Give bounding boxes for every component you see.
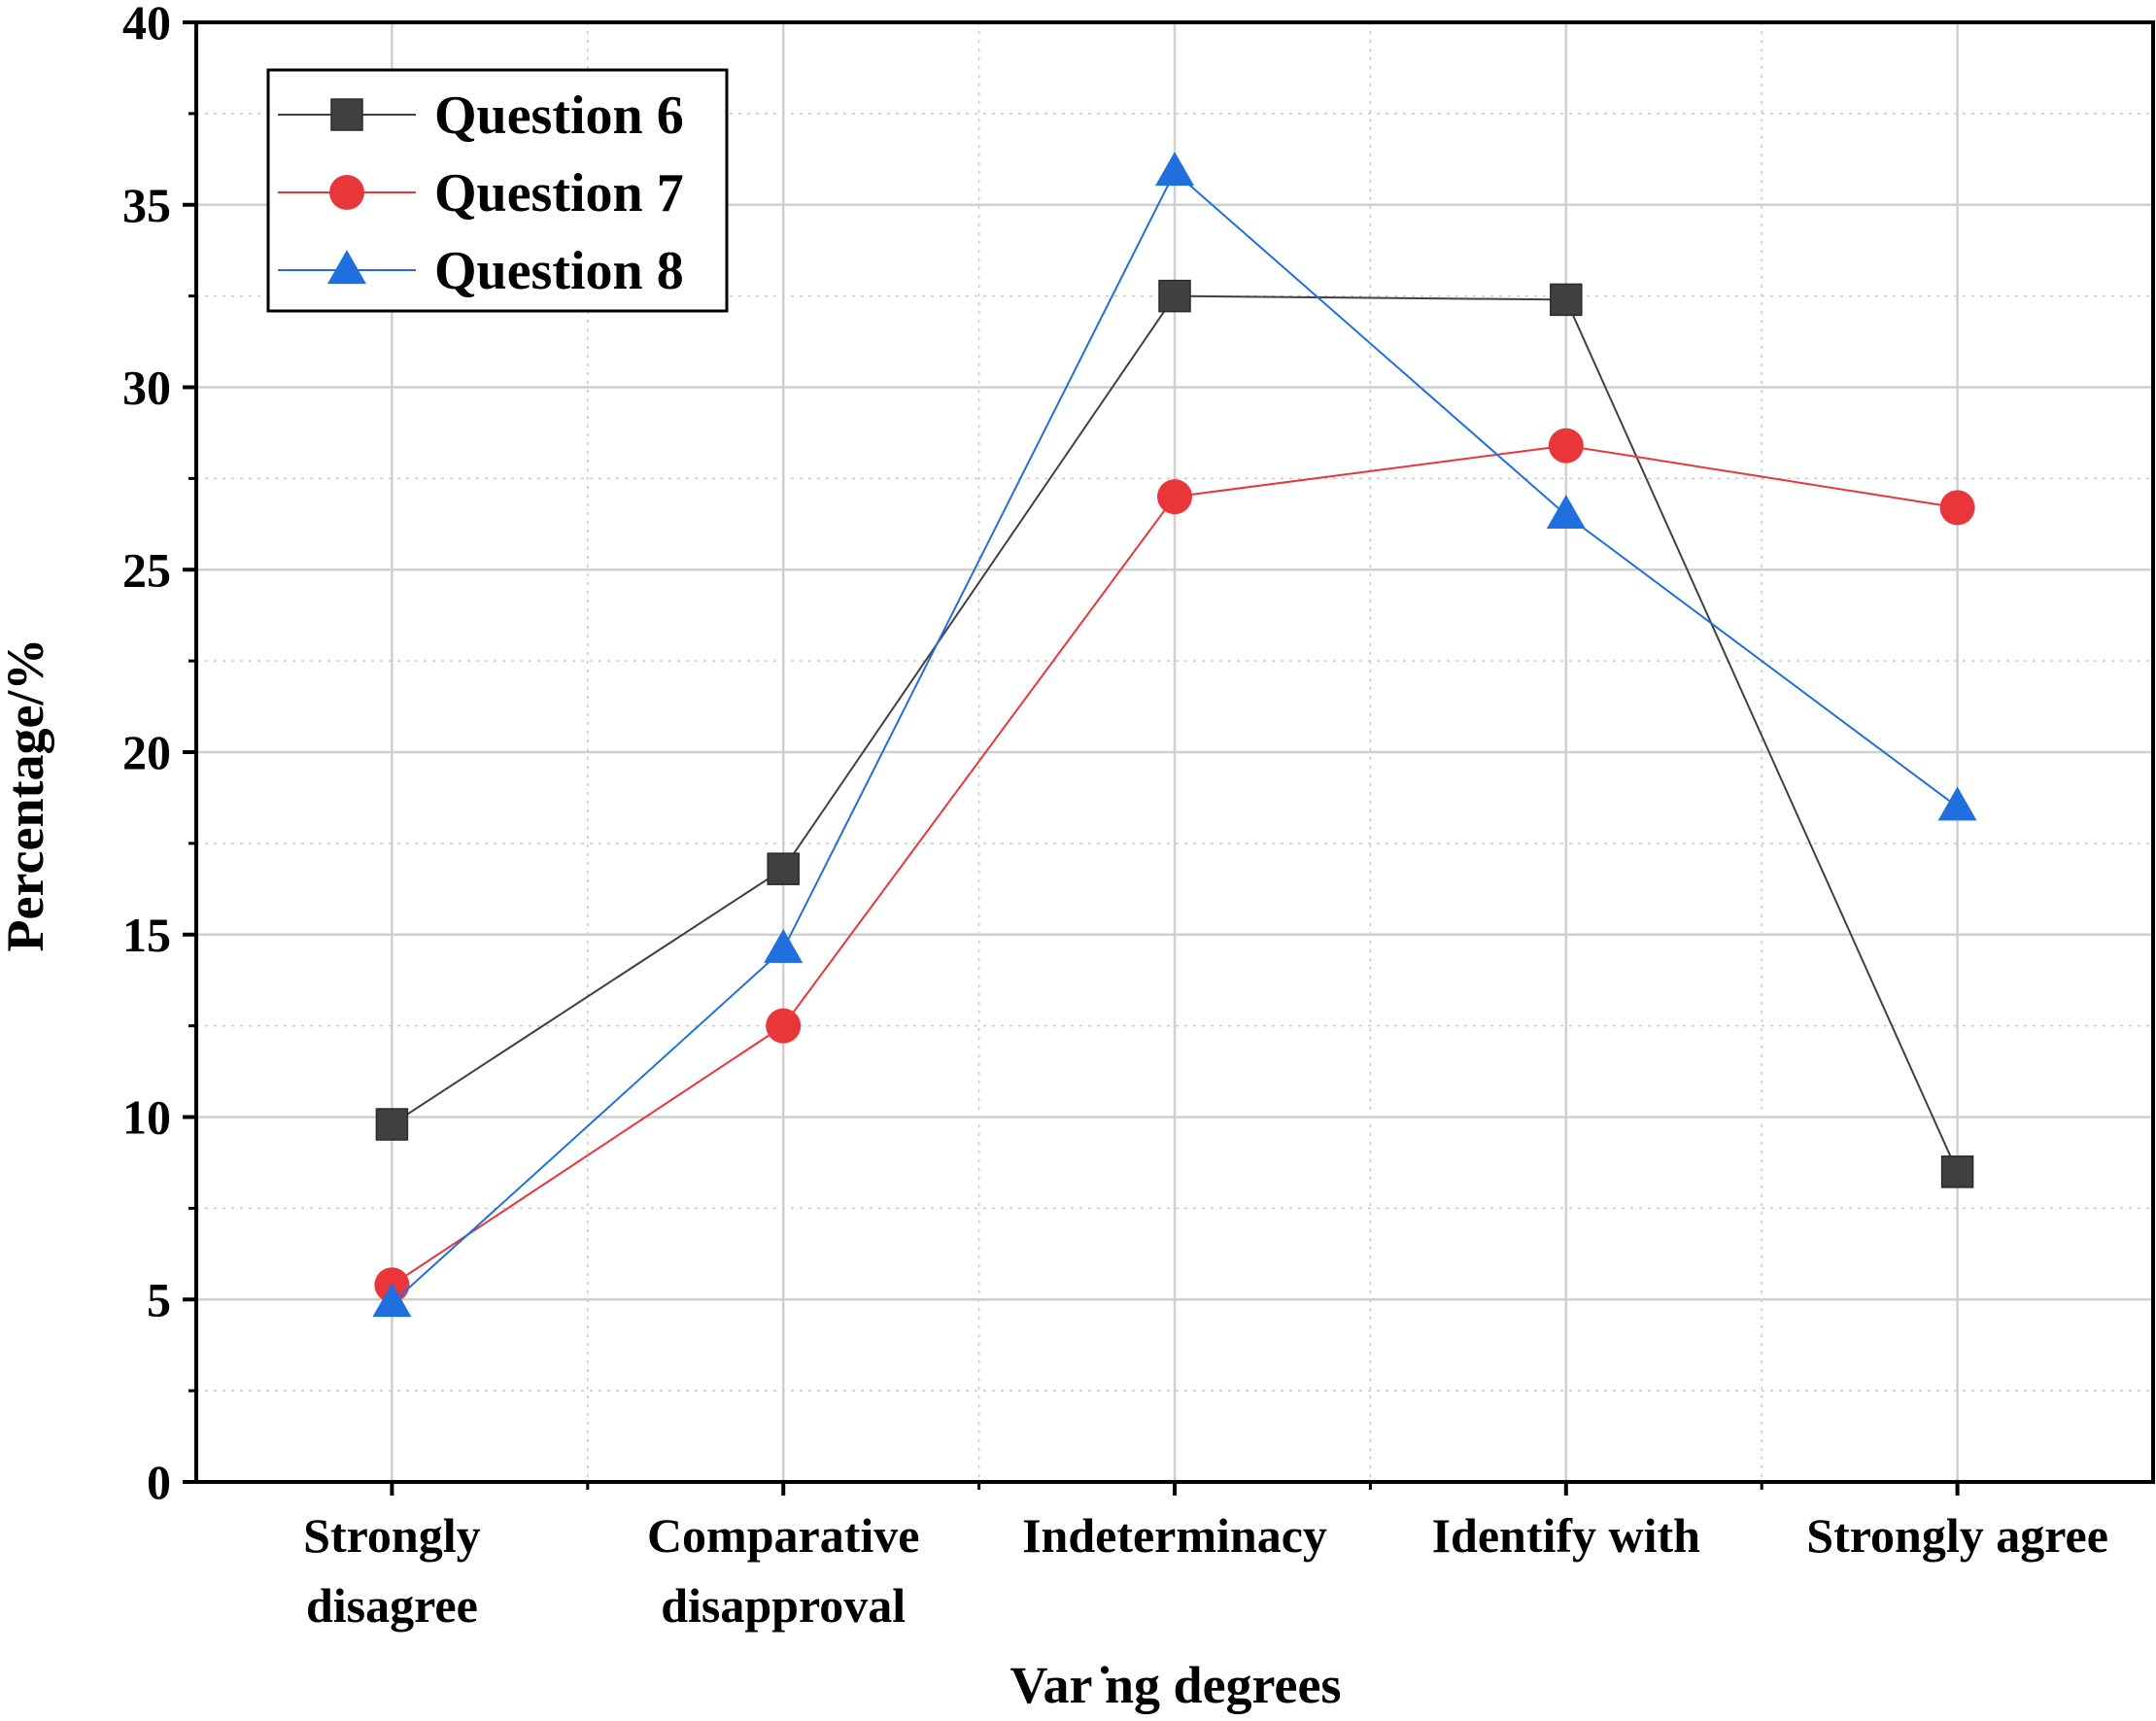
x-category-label-line: Comparative — [647, 1508, 920, 1563]
data-point-circle — [1939, 490, 1975, 526]
x-category-label-line: Indeterminacy — [1022, 1508, 1327, 1563]
y-tick-label: 40 — [122, 0, 171, 50]
legend-label: Question 7 — [434, 163, 684, 224]
y-axis-title: Percentage/% — [0, 638, 54, 952]
data-point-circle — [1548, 428, 1584, 464]
x-category-label: Strongly disagree — [303, 1508, 480, 1633]
legend: Question 6 Question 7 Question 8 — [266, 68, 729, 313]
data-point-triangle — [1546, 495, 1586, 530]
y-tick-label: 10 — [122, 1090, 171, 1145]
x-category-label-line: disagree — [306, 1578, 478, 1633]
x-category-label: Identify with — [1432, 1508, 1701, 1563]
data-point-triangle — [372, 1283, 412, 1318]
y-tick-label: 30 — [122, 361, 171, 415]
data-point-triangle — [764, 928, 804, 963]
y-tick-label: 5 — [147, 1272, 171, 1326]
legend-label: Question 8 — [434, 241, 684, 301]
x-category-label-line: Strongly — [303, 1508, 480, 1563]
series — [372, 152, 1977, 1318]
y-tick-label: 15 — [122, 908, 171, 962]
data-point-square — [375, 1108, 409, 1141]
legend-marker-triangle — [327, 250, 366, 285]
x-category-label-line: disapproval — [661, 1578, 906, 1633]
y-tick-label: 0 — [147, 1455, 171, 1509]
x-category-label-line: Identify with — [1432, 1508, 1701, 1563]
series-question-8 — [372, 152, 1977, 1318]
y-tick-label: 25 — [122, 542, 171, 597]
data-point-circle — [1157, 479, 1192, 515]
x-axis-title: Var ̇ng degrees — [1010, 1656, 1341, 1714]
data-point-square — [1940, 1155, 1974, 1188]
x-category-label-line: Strongly agree — [1806, 1508, 2108, 1563]
y-tick-label: 35 — [122, 178, 171, 232]
data-point-square — [767, 852, 800, 885]
data-point-circle — [766, 1008, 802, 1044]
series-question-7 — [374, 428, 1975, 1303]
x-category-label: Strongly agree — [1806, 1508, 2108, 1563]
axes: 0 5 10 15 20 25 30 35 40 Strongly disagree Comparat… — [122, 0, 2155, 1633]
legend-marker-square — [330, 98, 363, 131]
x-category-label: Comparative disapproval — [647, 1508, 920, 1633]
legend-marker-circle — [329, 175, 364, 210]
legend-label: Question 6 — [434, 86, 684, 146]
y-tick-label: 20 — [122, 725, 171, 779]
data-point-triangle — [1155, 152, 1194, 187]
x-category-label: Indeterminacy — [1022, 1508, 1327, 1563]
data-point-square — [1158, 279, 1191, 313]
data-point-triangle — [1937, 786, 1977, 821]
series-question-6 — [375, 279, 1974, 1188]
data-point-square — [1550, 283, 1583, 317]
